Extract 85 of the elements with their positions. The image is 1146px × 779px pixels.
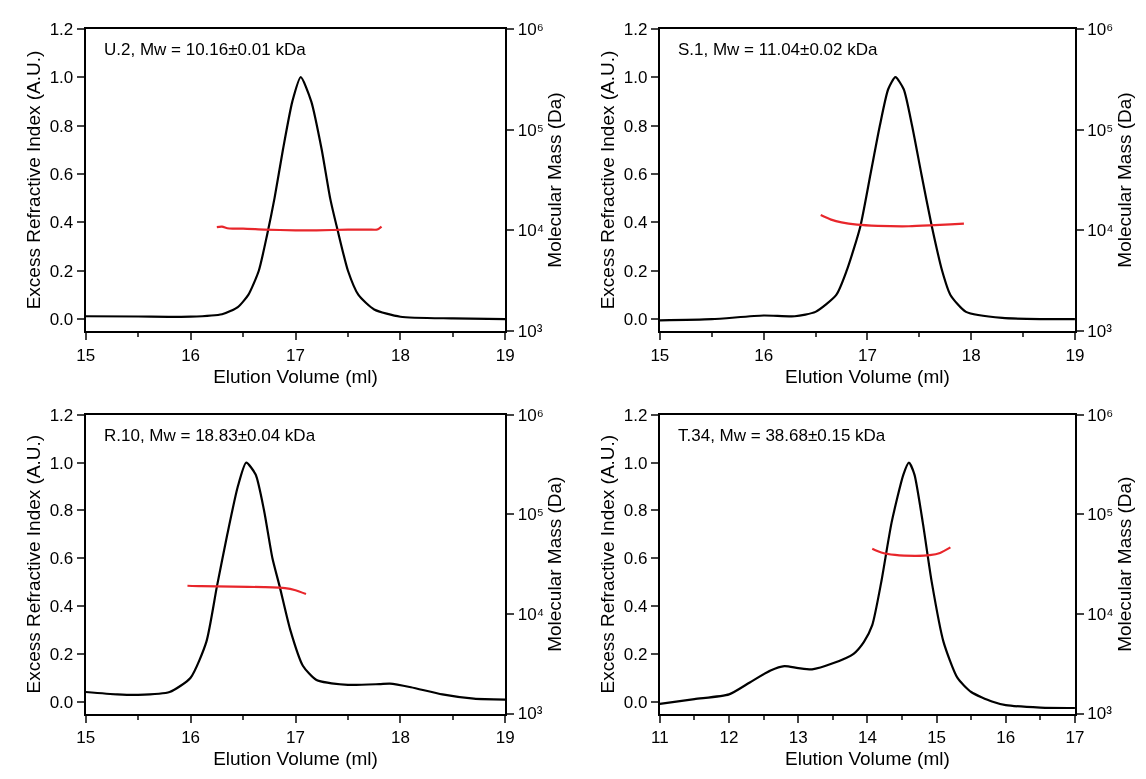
x-axis-title: Elution Volume (ml) bbox=[785, 365, 950, 387]
y2-tick-label: 10³ bbox=[1087, 704, 1113, 724]
y2-axis-title: Molecular Mass (Da) bbox=[543, 476, 565, 652]
x-tick-label: 15 bbox=[76, 345, 96, 365]
y2-tick-label: 10⁴ bbox=[517, 604, 544, 624]
y-axis-title: Excess Refractive Index (A.U.) bbox=[23, 434, 45, 694]
y2-tick-label: 10⁶ bbox=[517, 405, 544, 425]
y-tick-label: 0.0 bbox=[623, 310, 648, 330]
y-tick-label: 0.2 bbox=[623, 644, 648, 664]
y-tick-label: 0.8 bbox=[49, 116, 74, 136]
x-axis-title: Elution Volume (ml) bbox=[213, 748, 378, 770]
x-tick-label: 13 bbox=[788, 727, 808, 747]
y-tick-label: 1.2 bbox=[49, 19, 74, 39]
x-tick-label: 19 bbox=[495, 727, 515, 747]
x-tick-label: 17 bbox=[1065, 727, 1085, 747]
y-tick-label: 0.2 bbox=[49, 261, 74, 281]
y-tick-label: 1.2 bbox=[623, 19, 648, 39]
y2-tick-label: 10⁵ bbox=[517, 120, 544, 140]
y-tick-label: 0.8 bbox=[623, 116, 648, 136]
x-tick-label: 17 bbox=[286, 727, 305, 747]
x-tick-label: 16 bbox=[754, 345, 774, 365]
x-tick-label: 11 bbox=[651, 727, 669, 747]
x-tick-label: 18 bbox=[390, 727, 410, 747]
y-tick-label: 0.2 bbox=[49, 644, 74, 664]
y-tick-label: 0.4 bbox=[623, 596, 648, 616]
y2-axis-title: Molecular Mass (Da) bbox=[1113, 476, 1135, 652]
x-tick-label: 17 bbox=[286, 345, 305, 365]
y2-tick-label: 10⁶ bbox=[517, 19, 544, 39]
y-tick-label: 1.0 bbox=[49, 453, 74, 473]
y2-tick-label: 10⁶ bbox=[1087, 19, 1114, 39]
line-series bbox=[819, 213, 966, 228]
x-tick-label: 18 bbox=[961, 345, 981, 365]
y2-tick-label: 10³ bbox=[1087, 322, 1113, 342]
y2-tick-label: 10⁴ bbox=[1087, 221, 1114, 241]
line-series bbox=[871, 546, 952, 557]
y-tick-label: 0.6 bbox=[49, 549, 74, 569]
x-tick-label: 12 bbox=[719, 727, 739, 747]
x-tick-label: 14 bbox=[857, 727, 877, 747]
y2-tick-label: 10⁴ bbox=[1087, 604, 1114, 624]
y-tick-label: 0.4 bbox=[623, 213, 648, 233]
y-tick-label: 1.0 bbox=[623, 68, 648, 88]
x-tick-label: 15 bbox=[650, 345, 670, 365]
y2-tick-label: 10⁵ bbox=[1087, 120, 1114, 140]
x-tick-label: 18 bbox=[390, 345, 410, 365]
y-tick-label: 1.2 bbox=[49, 405, 74, 425]
y-tick-label: 0.6 bbox=[623, 549, 648, 569]
y-tick-label: 0.0 bbox=[623, 692, 648, 712]
x-tick-label: 19 bbox=[1065, 345, 1085, 365]
y-tick-label: 0.4 bbox=[49, 596, 74, 616]
y-tick-label: 0.2 bbox=[623, 261, 648, 281]
y-tick-label: 0.0 bbox=[49, 692, 74, 712]
y2-tick-label: 10³ bbox=[517, 322, 543, 342]
x-axis-title: Elution Volume (ml) bbox=[213, 365, 378, 387]
y-tick-label: 1.0 bbox=[49, 68, 74, 88]
text: T.34, Mw = 38.68±0.15 kDa bbox=[678, 426, 886, 445]
x-tick-label: 16 bbox=[181, 727, 201, 747]
y-tick-label: 0.8 bbox=[623, 501, 648, 521]
x-tick-label: 17 bbox=[857, 345, 877, 365]
y-tick-label: 0.0 bbox=[49, 310, 74, 330]
line-series bbox=[186, 584, 308, 596]
x-tick-label: 16 bbox=[181, 345, 201, 365]
y2-axis-title: Molecular Mass (Da) bbox=[543, 92, 565, 268]
text: U.2, Mw = 10.16±0.01 kDa bbox=[104, 40, 307, 59]
text: S.1, Mw = 11.04±0.02 kDa bbox=[678, 40, 878, 59]
y-axis-title: Excess Refractive Index (A.U.) bbox=[597, 50, 619, 310]
y-tick-label: 1.2 bbox=[623, 405, 648, 425]
y-axis-title: Excess Refractive Index (A.U.) bbox=[23, 50, 45, 310]
y2-tick-label: 10³ bbox=[517, 704, 543, 724]
y2-tick-label: 10⁵ bbox=[1087, 505, 1114, 525]
x-axis-title: Elution Volume (ml) bbox=[785, 748, 950, 770]
text: R.10, Mw = 18.83±0.04 kDa bbox=[104, 426, 316, 445]
x-tick-label: 15 bbox=[927, 727, 947, 747]
y-axis-title: Excess Refractive Index (A.U.) bbox=[597, 434, 619, 694]
x-tick-label: 15 bbox=[76, 727, 96, 747]
y-tick-label: 1.0 bbox=[623, 453, 648, 473]
y-tick-label: 0.8 bbox=[49, 501, 74, 521]
x-tick-label: 19 bbox=[495, 345, 515, 365]
y-tick-label: 0.4 bbox=[49, 213, 74, 233]
y2-tick-label: 10⁴ bbox=[517, 221, 544, 241]
y2-tick-label: 10⁶ bbox=[1087, 405, 1114, 425]
y2-tick-label: 10⁵ bbox=[517, 505, 544, 525]
y2-axis-title: Molecular Mass (Da) bbox=[1113, 92, 1135, 268]
y-tick-label: 0.6 bbox=[49, 164, 74, 184]
y-tick-label: 0.6 bbox=[623, 164, 648, 184]
x-tick-label: 16 bbox=[996, 727, 1016, 747]
